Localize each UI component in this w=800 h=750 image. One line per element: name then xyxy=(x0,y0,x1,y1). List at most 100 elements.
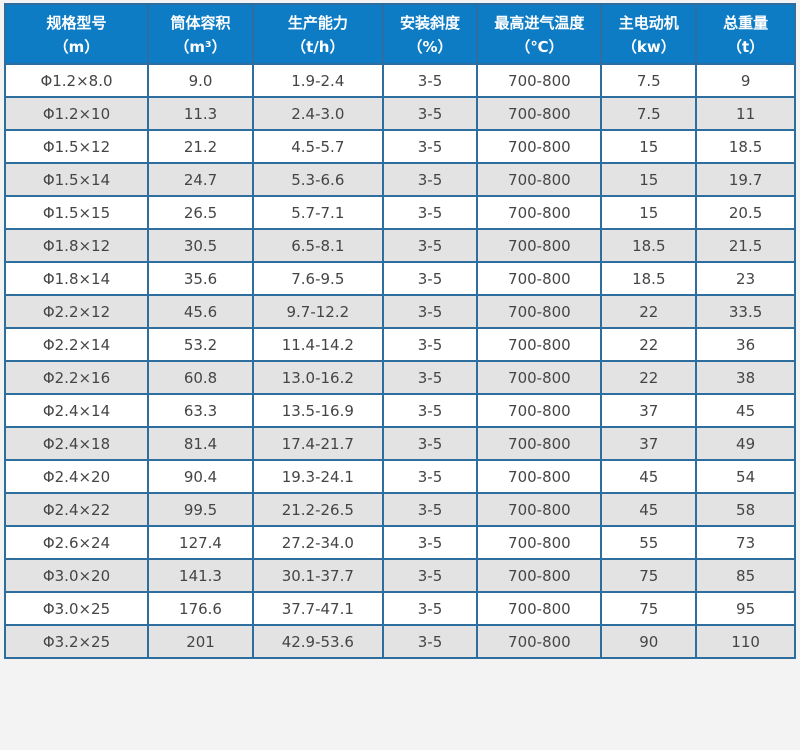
value-cell: 22 xyxy=(600,360,698,395)
table-row: Φ1.5×14 24.7 5.3-6.6 3-5 700-800 15 19.7 xyxy=(4,162,796,197)
column-unit: （%） xyxy=(407,37,453,56)
value-cell: 700-800 xyxy=(476,195,603,230)
column-title: 最高进气温度 xyxy=(494,13,585,32)
value-cell: 21.2 xyxy=(146,129,255,164)
value-cell: 55 xyxy=(600,525,698,560)
value-cell: 23 xyxy=(695,261,796,296)
value-cell: 3-5 xyxy=(381,492,479,527)
value-cell: 35.6 xyxy=(146,261,255,296)
value-cell: 3-5 xyxy=(381,63,479,98)
value-cell: 176.6 xyxy=(146,591,255,626)
model-cell: Φ3.2×25 xyxy=(4,624,149,659)
value-cell: 15 xyxy=(600,129,698,164)
spec-table: 规格型号 （m） 筒体容积 （m³） 生产能力 （t/h） 安装斜度 （%） 最高进气温度 （℃）… xyxy=(4,3,796,659)
model-cell: Φ1.8×14 xyxy=(4,261,149,296)
value-cell: 75 xyxy=(600,558,698,593)
value-cell: 20.5 xyxy=(695,195,796,230)
table-row: Φ2.2×14 53.2 11.4-14.2 3-5 700-800 22 36 xyxy=(4,327,796,362)
value-cell: 9.0 xyxy=(146,63,255,98)
model-cell: Φ2.2×14 xyxy=(4,327,149,362)
header-row: 规格型号 （m） 筒体容积 （m³） 生产能力 （t/h） 安装斜度 （%） 最高进气温度 （℃）… xyxy=(4,3,796,65)
value-cell: 201 xyxy=(146,624,255,659)
value-cell: 45 xyxy=(600,492,698,527)
column-header-7: 总重量 （t） xyxy=(695,3,796,65)
value-cell: 18.5 xyxy=(695,129,796,164)
model-cell: Φ3.0×25 xyxy=(4,591,149,626)
value-cell: 11.4-14.2 xyxy=(252,327,384,362)
value-cell: 700-800 xyxy=(476,327,603,362)
value-cell: 700-800 xyxy=(476,360,603,395)
value-cell: 700-800 xyxy=(476,294,603,329)
value-cell: 3-5 xyxy=(381,525,479,560)
model-cell: Φ2.4×18 xyxy=(4,426,149,461)
column-unit: （℃） xyxy=(515,37,564,56)
value-cell: 13.5-16.9 xyxy=(252,393,384,428)
table-row: Φ1.5×12 21.2 4.5-5.7 3-5 700-800 15 18.5 xyxy=(4,129,796,164)
value-cell: 7.5 xyxy=(600,96,698,131)
value-cell: 99.5 xyxy=(146,492,255,527)
spec-table-container: 规格型号 （m） 筒体容积 （m³） 生产能力 （t/h） 安装斜度 （%） 最高进气温度 （℃）… xyxy=(4,3,796,659)
value-cell: 700-800 xyxy=(476,426,603,461)
value-cell: 127.4 xyxy=(146,525,255,560)
value-cell: 54 xyxy=(695,459,796,494)
table-row: Φ2.2×16 60.8 13.0-16.2 3-5 700-800 22 38 xyxy=(4,360,796,395)
value-cell: 21.2-26.5 xyxy=(252,492,384,527)
table-row: Φ1.8×14 35.6 7.6-9.5 3-5 700-800 18.5 23 xyxy=(4,261,796,296)
spec-table-body: Φ1.2×8.0 9.0 1.9-2.4 3-5 700-800 7.5 9 Φ1.2×10 1… xyxy=(4,63,796,659)
column-unit: （m³） xyxy=(174,37,227,56)
model-cell: Φ1.2×8.0 xyxy=(4,63,149,98)
value-cell: 2.4-3.0 xyxy=(252,96,384,131)
value-cell: 3-5 xyxy=(381,327,479,362)
value-cell: 700-800 xyxy=(476,624,603,659)
value-cell: 9 xyxy=(695,63,796,98)
value-cell: 3-5 xyxy=(381,360,479,395)
column-unit: （kw） xyxy=(621,37,676,56)
model-cell: Φ1.2×10 xyxy=(4,96,149,131)
value-cell: 700-800 xyxy=(476,393,603,428)
table-row: Φ2.4×18 81.4 17.4-21.7 3-5 700-800 37 49 xyxy=(4,426,796,461)
value-cell: 5.7-7.1 xyxy=(252,195,384,230)
value-cell: 45.6 xyxy=(146,294,255,329)
value-cell: 700-800 xyxy=(476,129,603,164)
value-cell: 11 xyxy=(695,96,796,131)
value-cell: 42.9-53.6 xyxy=(252,624,384,659)
value-cell: 141.3 xyxy=(146,558,255,593)
value-cell: 7.5 xyxy=(600,63,698,98)
column-title: 安装斜度 xyxy=(399,13,460,32)
value-cell: 9.7-12.2 xyxy=(252,294,384,329)
value-cell: 700-800 xyxy=(476,261,603,296)
value-cell: 27.2-34.0 xyxy=(252,525,384,560)
value-cell: 95 xyxy=(695,591,796,626)
model-cell: Φ2.4×14 xyxy=(4,393,149,428)
model-cell: Φ1.8×12 xyxy=(4,228,149,263)
column-header-5: 最高进气温度 （℃） xyxy=(476,3,603,65)
value-cell: 15 xyxy=(600,162,698,197)
column-title: 筒体容积 xyxy=(170,13,231,32)
value-cell: 7.6-9.5 xyxy=(252,261,384,296)
value-cell: 3-5 xyxy=(381,96,479,131)
value-cell: 60.8 xyxy=(146,360,255,395)
value-cell: 53.2 xyxy=(146,327,255,362)
value-cell: 700-800 xyxy=(476,459,603,494)
value-cell: 37 xyxy=(600,426,698,461)
column-header-6: 主电动机 （kw） xyxy=(600,3,698,65)
value-cell: 3-5 xyxy=(381,426,479,461)
column-header-4: 安装斜度 （%） xyxy=(381,3,479,65)
table-row: Φ2.4×14 63.3 13.5-16.9 3-5 700-800 37 45 xyxy=(4,393,796,428)
value-cell: 11.3 xyxy=(146,96,255,131)
model-cell: Φ2.4×22 xyxy=(4,492,149,527)
value-cell: 700-800 xyxy=(476,96,603,131)
value-cell: 3-5 xyxy=(381,624,479,659)
value-cell: 37 xyxy=(600,393,698,428)
table-row: Φ1.5×15 26.5 5.7-7.1 3-5 700-800 15 20.5 xyxy=(4,195,796,230)
column-title: 总重量 xyxy=(723,13,769,32)
model-cell: Φ2.2×12 xyxy=(4,294,149,329)
value-cell: 81.4 xyxy=(146,426,255,461)
value-cell: 33.5 xyxy=(695,294,796,329)
model-cell: Φ2.6×24 xyxy=(4,525,149,560)
value-cell: 30.1-37.7 xyxy=(252,558,384,593)
value-cell: 73 xyxy=(695,525,796,560)
table-row: Φ2.6×24 127.4 27.2-34.0 3-5 700-800 55 73 xyxy=(4,525,796,560)
value-cell: 18.5 xyxy=(600,261,698,296)
value-cell: 18.5 xyxy=(600,228,698,263)
